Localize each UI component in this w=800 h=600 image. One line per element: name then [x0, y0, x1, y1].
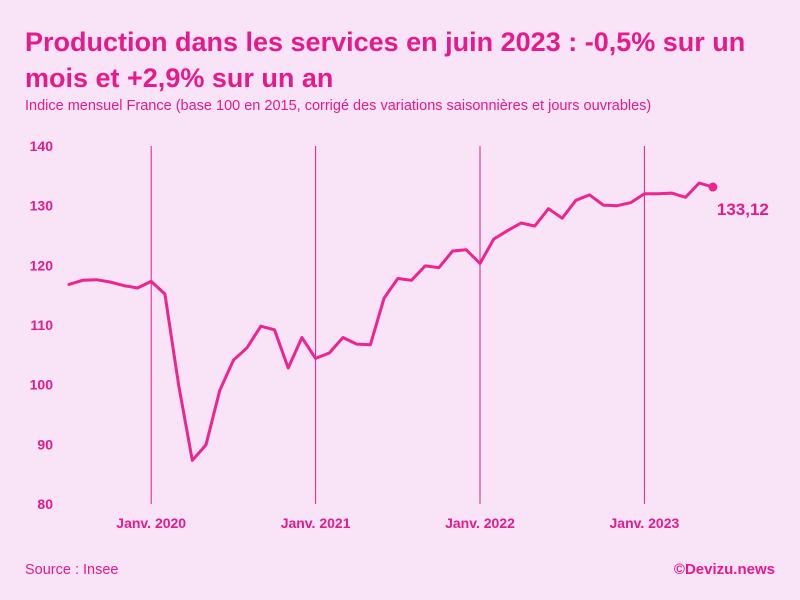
series-line: [69, 183, 713, 460]
end-value-label: 133,12: [717, 200, 769, 219]
y-tick-label: 100: [30, 377, 54, 393]
x-tick-label: Janv. 2023: [610, 515, 680, 531]
source-note: Source : Insee: [25, 562, 119, 578]
y-tick-label: 140: [30, 138, 54, 154]
y-tick-label: 120: [30, 257, 54, 273]
y-axis: 80 90 100 110 120 130 140: [30, 138, 54, 512]
x-tick-label: Janv. 2020: [116, 515, 186, 531]
plot-area: 133,12: [69, 183, 769, 461]
y-tick-label: 90: [37, 436, 53, 452]
brand-credit[interactable]: ©Devizu.news: [674, 561, 775, 578]
y-tick-label: 80: [37, 496, 53, 512]
x-tick-label: Janv. 2022: [445, 515, 515, 531]
y-tick-label: 110: [30, 317, 53, 333]
end-point-marker: [708, 183, 717, 192]
line-chart: 80 90 100 110 120 130 140 Janv. 2020 Janv. 2021…: [0, 0, 800, 600]
y-tick-label: 130: [30, 198, 54, 214]
x-tick-label: Janv. 2021: [281, 515, 351, 531]
x-axis: Janv. 2020 Janv. 2021 Janv. 2022 Janv. 2023: [116, 146, 679, 531]
